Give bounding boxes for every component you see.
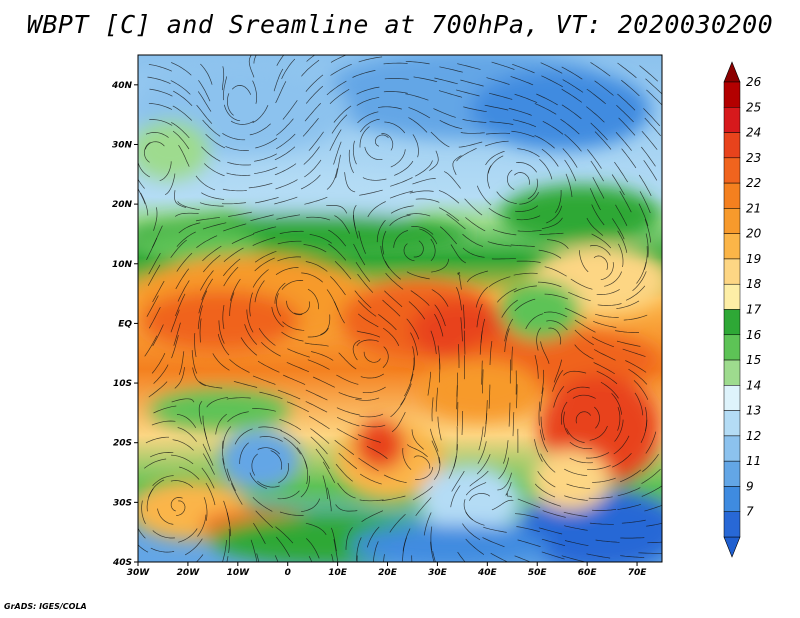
colorbar-swatch [723,511,741,538]
colorbar: 26 25 24 23 22 21 20 19 18 17 16 15 14 13 12 11 9 7 [723,61,762,558]
lat-tick-label: 30N [112,140,133,150]
lon-tick-label: 10E [328,568,348,578]
colorbar-label: 20 [746,227,762,241]
colorbar-swatch [723,233,741,260]
colorbar-label: 23 [746,151,761,165]
colorbar-swatch [723,132,741,159]
lon-tick-label: 0 [285,568,291,578]
lat-tick-label: 10N [112,260,133,270]
lon-tick-label: 60E [578,568,598,578]
colorbar-label: 25 [746,100,761,114]
map-title: WBPT [C] and Sreamline at 700hPa, VT: 20… [26,10,774,39]
grads-credit: GrADS: IGES/COLA [4,602,87,611]
colorbar-swatch [723,107,741,133]
colorbar-swatch [723,81,741,108]
colorbar-swatch [723,283,741,310]
colorbar-swatch [723,435,741,462]
lat-tick-label: EQ [118,319,132,329]
lon-tick-label: 20E [378,568,398,578]
colorbar-label: 14 [746,378,761,392]
colorbar-swatch [723,157,741,184]
plot-frame [137,54,663,563]
colorbar-swatch [723,486,741,512]
colorbar-label: 7 [746,505,754,519]
field-shading [138,55,662,562]
latitude-axis: 40N 30N 20N 10N EQ 10S 20S 30S 40S [111,81,138,568]
colorbar-label: 11 [746,454,761,468]
colorbar-swatch [723,410,741,437]
longitude-axis: 30W 20W 10W 0 10E 20E 30E 40E 50E 60E 70E [127,562,647,578]
colorbar-label: 19 [746,252,761,266]
lat-tick-label: 40N [111,81,133,91]
colorbar-label: 12 [746,429,761,443]
lat-tick-label: 30S [113,498,132,508]
colorbar-label: 24 [746,126,761,140]
colorbar-swatch [723,258,741,285]
colorbar-label: 18 [746,277,762,291]
lon-tick-label: 10W [227,568,251,578]
colorbar-swatch [723,309,741,336]
lat-tick-label: 20N [112,200,133,210]
colorbar-label: 15 [746,353,761,367]
lat-tick-label: 40S [112,558,132,568]
lon-tick-label: 40E [477,568,498,578]
colorbar-label: 17 [746,303,762,317]
colorbar-swatch [723,385,741,411]
colorbar-top-arrow [723,61,741,83]
colorbar-swatch [723,460,741,487]
lon-tick-label: 20W [177,568,201,578]
colorbar-swatch [723,359,741,386]
lat-tick-label: 10S [113,379,132,389]
colorbar-bottom-arrow [723,536,741,558]
streamlines [138,55,662,562]
colorbar-swatch [723,182,741,209]
lon-tick-label: 50E [528,568,548,578]
lon-tick-label: 30W [127,568,151,578]
lon-tick-label: 70E [628,568,648,578]
colorbar-label: 13 [746,404,761,418]
colorbar-label: 22 [746,176,761,190]
colorbar-label: 9 [746,479,754,493]
lon-tick-label: 30E [428,568,448,578]
lat-tick-label: 20S [113,439,132,449]
colorbar-swatch [723,334,741,361]
colorbar-label: 16 [746,328,762,342]
colorbar-label: 21 [746,201,761,215]
colorbar-swatch [723,208,741,234]
colorbar-label: 26 [746,75,762,89]
